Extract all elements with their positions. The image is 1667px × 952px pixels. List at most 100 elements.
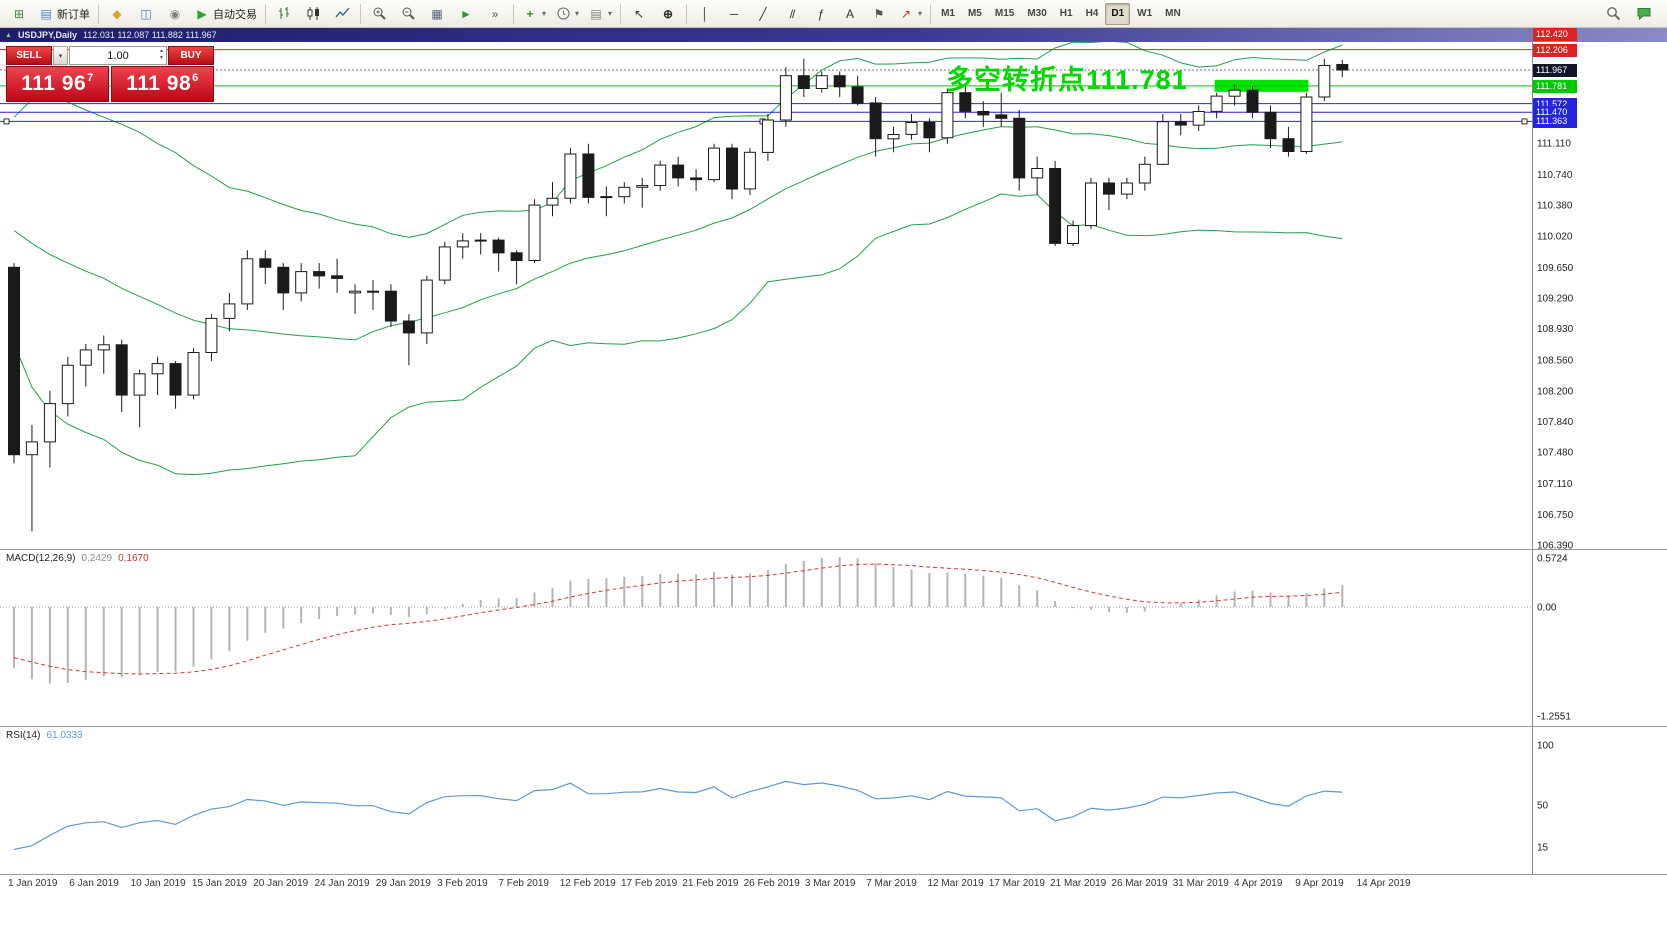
zoomout-icon <box>400 6 416 22</box>
chart-symbol-title: USDJPY,Daily <box>17 30 77 40</box>
svg-text:100: 100 <box>1537 741 1554 752</box>
neworder-icon: ▤ <box>40 6 52 21</box>
sell-button[interactable]: SELL <box>6 46 52 65</box>
channel-button[interactable]: // <box>778 2 806 26</box>
candle-icon <box>305 6 321 22</box>
fibo-icon: ƒ <box>817 6 825 21</box>
svg-text:6 Jan 2019: 6 Jan 2019 <box>69 878 119 889</box>
fibonacci-button[interactable]: ƒ <box>807 2 835 26</box>
chevron-down-icon: ▾ <box>918 9 923 18</box>
trendline-button[interactable]: ╱ <box>749 2 777 26</box>
rsi-header: RSI(14) 61.0333 <box>6 730 83 741</box>
toolbar-separator <box>930 3 932 24</box>
timeframe-m5-button[interactable]: M5 <box>967 8 982 19</box>
price-tag-111.781[interactable]: 111.781 <box>1533 79 1577 93</box>
price-axis-labels: 111.110 110.740 110.380 110.020 109.650 109.2… <box>1537 139 1574 552</box>
line-chart-button[interactable] <box>328 2 356 26</box>
macd-label: MACD(12,26,9) <box>6 553 76 564</box>
timeframe-m30-button[interactable]: M30 <box>1027 8 1047 19</box>
chevron-down-icon: ▾ <box>542 9 547 18</box>
timeframe-m15-button[interactable]: M15 <box>994 8 1015 19</box>
zoom-out-button[interactable] <box>394 2 422 26</box>
price-tag-111.967: 111.967 <box>1533 64 1577 77</box>
annotation-text: 多空转折点111.781 <box>946 65 1188 95</box>
svg-text:21 Mar 2019: 21 Mar 2019 <box>1050 878 1107 889</box>
svg-text:107.480: 107.480 <box>1537 448 1574 459</box>
new-chart-button[interactable]: ⊞ <box>5 2 33 26</box>
templates-button[interactable]: ▤ ▾ <box>584 2 616 26</box>
buy-price-main: 111 98 <box>126 72 192 95</box>
arrows-button[interactable]: ↗ ▾ <box>894 2 926 26</box>
toolbar-right-group <box>1599 2 1658 26</box>
hline-icon: ─ <box>729 6 739 21</box>
buy-price-button[interactable]: 111 98 6 <box>111 66 214 102</box>
sell-price-button[interactable]: 111 96 7 <box>6 66 109 102</box>
svg-text:26 Feb 2019: 26 Feb 2019 <box>744 878 801 889</box>
new-order-button[interactable]: ▤ 新订单 <box>34 2 94 26</box>
candlestick-button[interactable] <box>299 2 327 26</box>
svg-text:50: 50 <box>1537 801 1549 812</box>
toolbar-separator <box>686 3 688 24</box>
macd-signal-value: 0.1670 <box>118 553 149 564</box>
timeframe-mn-button[interactable]: MN <box>1165 8 1181 19</box>
buy-button[interactable]: BUY <box>168 46 214 65</box>
volume-spinner[interactable]: ▲ ▼ <box>159 48 164 61</box>
chevron-down-icon: ▾ <box>608 9 613 18</box>
vertical-line-button[interactable]: │ <box>691 2 719 26</box>
text-button[interactable]: A <box>836 2 864 26</box>
one-click-settings-dropdown[interactable]: ▾ <box>53 46 68 65</box>
chart-shift-button[interactable]: » <box>481 2 509 26</box>
svg-text:15 Jan 2019: 15 Jan 2019 <box>192 878 247 889</box>
price-tag-112.206[interactable]: 112.206 <box>1533 43 1577 57</box>
sell-price-main: 111 96 <box>21 72 87 95</box>
rsi-value: 61.0333 <box>46 730 83 741</box>
toolbar-separator <box>360 3 361 24</box>
svg-text:1 Jan 2019: 1 Jan 2019 <box>8 878 58 889</box>
price-tag-112.420[interactable]: 112.420 <box>1533 28 1577 41</box>
svg-text:12 Feb 2019: 12 Feb 2019 <box>560 878 617 889</box>
svg-text:9 Apr 2019: 9 Apr 2019 <box>1295 878 1344 889</box>
toolbar-separator <box>620 3 622 24</box>
chart-titlebar[interactable]: ▲ USDJPY,Daily 112.031 112.087 111.882 1… <box>0 28 1667 42</box>
rsi-label: RSI(14) <box>6 730 41 741</box>
chart-canvas[interactable]: 111.110 110.740 110.380 110.020 109.650 109.2… <box>0 28 1667 952</box>
timeframe-d1-button[interactable]: D1 <box>1105 2 1131 25</box>
svg-text:108.930: 108.930 <box>1537 324 1574 335</box>
bollinger-bands <box>13 40 1343 476</box>
label-button[interactable]: ⚑ <box>865 2 893 26</box>
indicators-icon: + <box>526 6 534 21</box>
svg-text:110.740: 110.740 <box>1537 170 1573 181</box>
community-chat-button[interactable] <box>1630 2 1658 26</box>
svg-text:14 Apr 2019: 14 Apr 2019 <box>1357 878 1411 889</box>
timeframe-h4-button[interactable]: H4 <box>1085 8 1099 19</box>
periods-button[interactable]: ▾ <box>551 2 583 26</box>
metaeditor-button[interactable]: ◆ <box>103 2 131 26</box>
options-button[interactable]: ◉ <box>161 2 189 26</box>
crosshair-button[interactable]: ⊕ <box>654 2 682 26</box>
autotrading-button[interactable]: ▶ 自动交易 <box>190 2 261 26</box>
play-icon: ▶ <box>197 6 207 21</box>
indicators-button[interactable]: + ▾ <box>518 2 550 26</box>
volume-input[interactable]: 1.00 ▲ ▼ <box>69 46 167 65</box>
svg-text:0.00: 0.00 <box>1537 603 1557 614</box>
cursor-button[interactable]: ↖ <box>625 2 653 26</box>
auto-scroll-button[interactable]: ► <box>452 2 480 26</box>
svg-text:110.020: 110.020 <box>1537 231 1573 242</box>
svg-text:108.200: 108.200 <box>1537 386 1574 397</box>
strategy-tester-button[interactable]: ◫ <box>132 2 160 26</box>
timeframe-h1-button[interactable]: H1 <box>1059 8 1073 19</box>
timeframe-w1-button[interactable]: W1 <box>1137 8 1153 19</box>
timeframe-m1-button[interactable]: M1 <box>941 8 955 19</box>
zoom-in-button[interactable] <box>365 2 393 26</box>
tile-windows-button[interactable]: ▦ <box>423 2 451 26</box>
price-tag-111.363[interactable]: 111.363 <box>1533 115 1577 129</box>
template-icon: ▤ <box>590 6 602 21</box>
linechart-icon <box>334 6 350 22</box>
chart-ohlc-values: 112.031 112.087 111.882 111.967 <box>82 30 217 40</box>
options-icon: ◉ <box>169 6 181 21</box>
search-button[interactable] <box>1599 2 1627 26</box>
cursor-icon: ↖ <box>634 6 645 21</box>
bar-chart-button[interactable] <box>270 2 298 26</box>
horizontal-line-button[interactable]: ─ <box>720 2 748 26</box>
macd-main-value: 0.2429 <box>81 553 113 564</box>
